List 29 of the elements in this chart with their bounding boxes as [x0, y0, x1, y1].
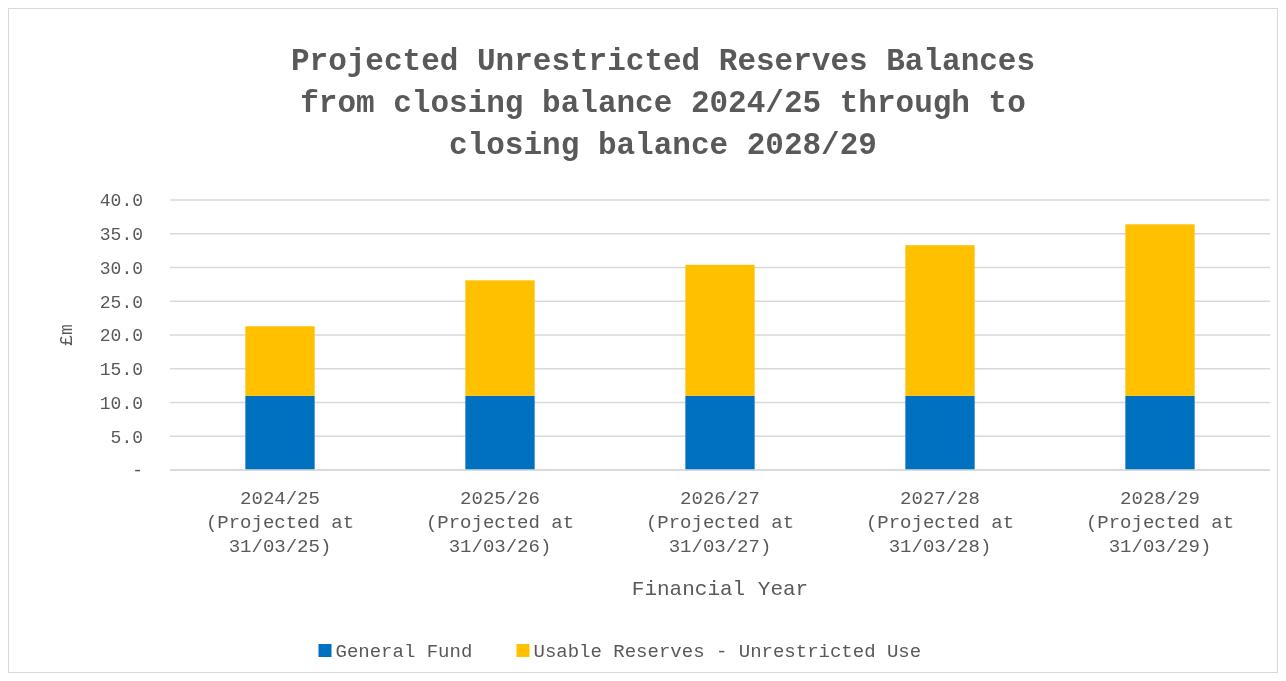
x-tick-label: 2026/27 (Projected at 31/03/27) [645, 488, 795, 558]
x-tick-label: 2027/28 (Projected at 31/03/28) [865, 488, 1015, 558]
bar [245, 326, 315, 396]
chart-title: Projected Unrestricted Reserves Balances from closing balance 2024/25 through to closing balance 2028/29 [290, 44, 1036, 163]
y-tick-label: 30.0 [99, 258, 143, 279]
y-tick-label: 40.0 [99, 191, 143, 212]
y-tick-label: 15.0 [99, 360, 143, 381]
x-tick-label: 2024/25 (Projected at 31/03/25) [205, 488, 355, 558]
y-tick-label: 35.0 [99, 225, 143, 246]
x-axis-title: Financial Year [631, 578, 809, 601]
x-tick-label: 2025/26 (Projected at 31/03/26) [425, 488, 575, 558]
bar [685, 395, 755, 470]
x-tick-label: 2028/29 (Projected at 31/03/29) [1085, 488, 1235, 558]
bar [685, 264, 755, 396]
bar [245, 395, 315, 470]
legend-label: General Fund [335, 641, 473, 663]
y-tick-label: 5.0 [110, 427, 143, 448]
y-tick-label: 10.0 [99, 393, 143, 414]
y-tick-label: 20.0 [99, 326, 143, 347]
bar [465, 395, 535, 470]
y-tick-label: - [132, 461, 143, 482]
bar [905, 245, 975, 396]
bar [905, 395, 975, 470]
bar [465, 280, 535, 396]
y-axis-title: £m [57, 324, 77, 346]
legend-label: Usable Reserves - Unrestricted Use [533, 641, 922, 663]
bar [1125, 224, 1195, 396]
bar [1125, 395, 1195, 470]
y-tick-label: 25.0 [99, 292, 143, 313]
